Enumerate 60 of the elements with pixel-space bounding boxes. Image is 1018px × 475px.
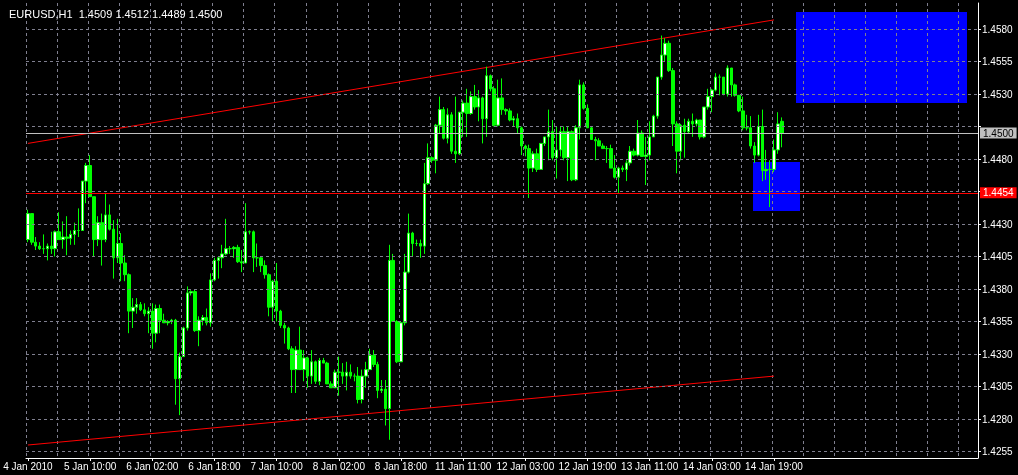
candlestick [356, 366, 360, 404]
candlestick [636, 119, 640, 157]
candlestick [761, 109, 764, 182]
candlestick [388, 244, 391, 441]
candlestick [252, 230, 255, 273]
candlestick [570, 129, 574, 182]
y-tick-label: 1.4280 [982, 413, 1014, 425]
x-tick-label: 14 Jan 03:00 [682, 460, 742, 472]
ref-line-label: 1.4454 [983, 187, 1015, 199]
candlestick [730, 67, 733, 98]
x-tick-label: 6 Jan 02:00 [126, 460, 179, 472]
y-tick-label: 1.4305 [982, 381, 1014, 392]
candlestick [232, 245, 236, 259]
x-tick-label: 14 Jan 19:00 [745, 460, 804, 472]
y-tick-label: 1.4255 [982, 446, 1014, 457]
x-tick-label: 12 Jan 03:00 [496, 460, 555, 472]
candlestick [718, 74, 721, 96]
candlestick [337, 356, 341, 397]
y-tick-label: 1.4430 [982, 218, 1014, 230]
candlestick [345, 361, 348, 391]
x-tick-label: 7 Jan 10:00 [250, 460, 304, 472]
candlestick [325, 361, 329, 385]
candlestick [496, 79, 500, 127]
candlestick [151, 302, 154, 350]
chart-title: EURUSD,H1 1.4509 1.4512 1.4489 1.4500 [9, 7, 223, 20]
x-tick-label: 5 Jan 10:00 [63, 460, 117, 472]
y-tick-label: 1.4580 [982, 23, 1014, 35]
candlestick [508, 107, 512, 122]
y-tick-label: 1.4380 [982, 283, 1014, 295]
candlestick [726, 64, 729, 98]
y-tick-label: 1.4405 [982, 251, 1014, 262]
candlestick [30, 213, 34, 246]
x-tick-label: 6 Jan 18:00 [188, 460, 242, 472]
y-tick-label: 1.4530 [982, 88, 1014, 100]
candlestick [310, 349, 313, 385]
x-tick-label: 11 Jan 11:00 [434, 460, 492, 472]
ref-line-label: 1.4500 [983, 127, 1015, 139]
candlestick [38, 241, 41, 251]
candlestick [65, 215, 69, 256]
candlestick [741, 96, 745, 131]
candlestick [691, 113, 694, 138]
candlestick [73, 222, 76, 246]
candlestick [26, 209, 30, 243]
y-tick-label: 1.4330 [982, 348, 1014, 360]
x-tick-label: 4 Jan 2010 [3, 460, 54, 472]
y-tick-label: 1.4355 [982, 316, 1014, 327]
candlestick [139, 301, 142, 312]
x-tick-label: 12 Jan 19:00 [558, 460, 617, 472]
x-tick-label: 13 Jan 11:00 [621, 460, 679, 472]
candlestick [547, 109, 550, 161]
y-tick-label: 1.4555 [982, 56, 1014, 67]
candlestick [566, 126, 570, 182]
candlestick [318, 357, 321, 386]
candlestick [527, 144, 531, 199]
candlestick [683, 118, 686, 159]
candlestick [465, 88, 469, 138]
y-tick-label: 1.4480 [982, 153, 1014, 165]
x-tick-label: 8 Jan 18:00 [374, 460, 428, 472]
x-tick-label: 8 Jan 02:00 [312, 460, 366, 472]
candlestick [454, 96, 457, 164]
